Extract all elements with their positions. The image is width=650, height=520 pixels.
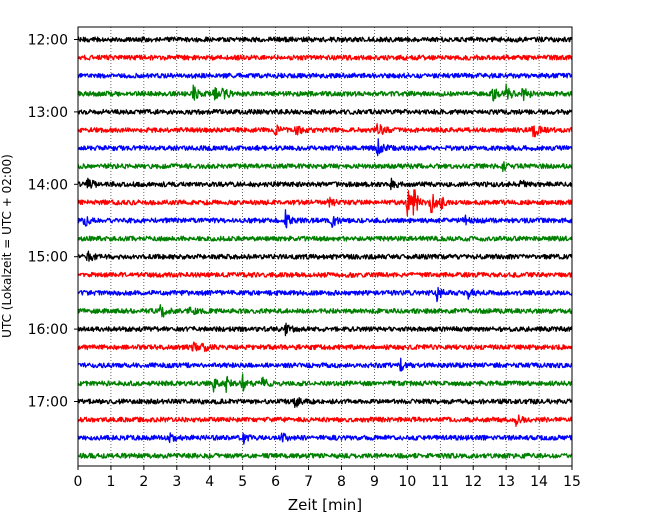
- x-tick-label-4: 4: [205, 474, 214, 490]
- trace-1230: [77, 72, 573, 79]
- trace-1515: [77, 271, 573, 278]
- trace-1215: [77, 54, 573, 61]
- trace-1745: [77, 452, 573, 459]
- trace-1245: [77, 83, 573, 102]
- y-tick-label-5: 17:00: [28, 395, 68, 411]
- x-tick-label-13: 13: [497, 474, 515, 490]
- trace-1615: [77, 341, 573, 353]
- x-tick-label-10: 10: [398, 474, 416, 490]
- x-tick-label-3: 3: [172, 474, 181, 490]
- y-axis: 12:00 13:00 14:00 15:00 16:00 17:00: [28, 33, 78, 411]
- x-tick-label-15: 15: [563, 474, 581, 490]
- trace-1445: [77, 235, 573, 242]
- y-tick-label-1: 13:00: [28, 105, 68, 121]
- x-tick-label-2: 2: [139, 474, 148, 490]
- trace-1700: [77, 396, 573, 408]
- y-tick-label-2: 14:00: [28, 177, 68, 193]
- trace-1500: [77, 250, 573, 262]
- trace-1315: [77, 123, 573, 138]
- trace-1415: [77, 189, 573, 217]
- trace-1715: [77, 414, 573, 427]
- trace-1545: [77, 304, 573, 318]
- grid-lines: [110, 27, 540, 466]
- x-tick-label-5: 5: [238, 474, 247, 490]
- x-tick-label-7: 7: [304, 474, 313, 490]
- x-tick-label-11: 11: [431, 474, 449, 490]
- x-tick-label-0: 0: [74, 474, 83, 490]
- y-tick-label-0: 12:00: [28, 33, 68, 49]
- x-tick-label-1: 1: [106, 474, 115, 490]
- trace-1400: [77, 177, 573, 191]
- trace-1300: [77, 108, 573, 115]
- y-tick-label-3: 15:00: [28, 250, 68, 266]
- trace-1430: [77, 209, 573, 229]
- trace-1645: [77, 373, 573, 394]
- trace-1530: [77, 286, 573, 303]
- trace-1200: [77, 36, 573, 43]
- x-tick-label-12: 12: [464, 474, 482, 490]
- plot-frame: [77, 26, 573, 467]
- trace-1330: [77, 138, 573, 157]
- x-tick-label-8: 8: [337, 474, 346, 490]
- x-axis: 0 1 2 3 4 5 6 7 8 9 10 11 12 13 14 15: [74, 466, 581, 490]
- trace-1345: [77, 161, 573, 173]
- trace-1600: [77, 322, 573, 337]
- y-axis-label: UTC (Lokalzeit = UTC + 02:00): [0, 154, 14, 338]
- trace-1630: [77, 357, 573, 372]
- trace-1730: [77, 432, 573, 445]
- x-tick-label-9: 9: [370, 474, 379, 490]
- x-tick-label-14: 14: [530, 474, 548, 490]
- x-axis-label: Zeit [min]: [288, 496, 362, 514]
- x-tick-label-6: 6: [271, 474, 280, 490]
- seismogram-traces: [77, 36, 573, 459]
- y-tick-label-4: 16:00: [28, 322, 68, 338]
